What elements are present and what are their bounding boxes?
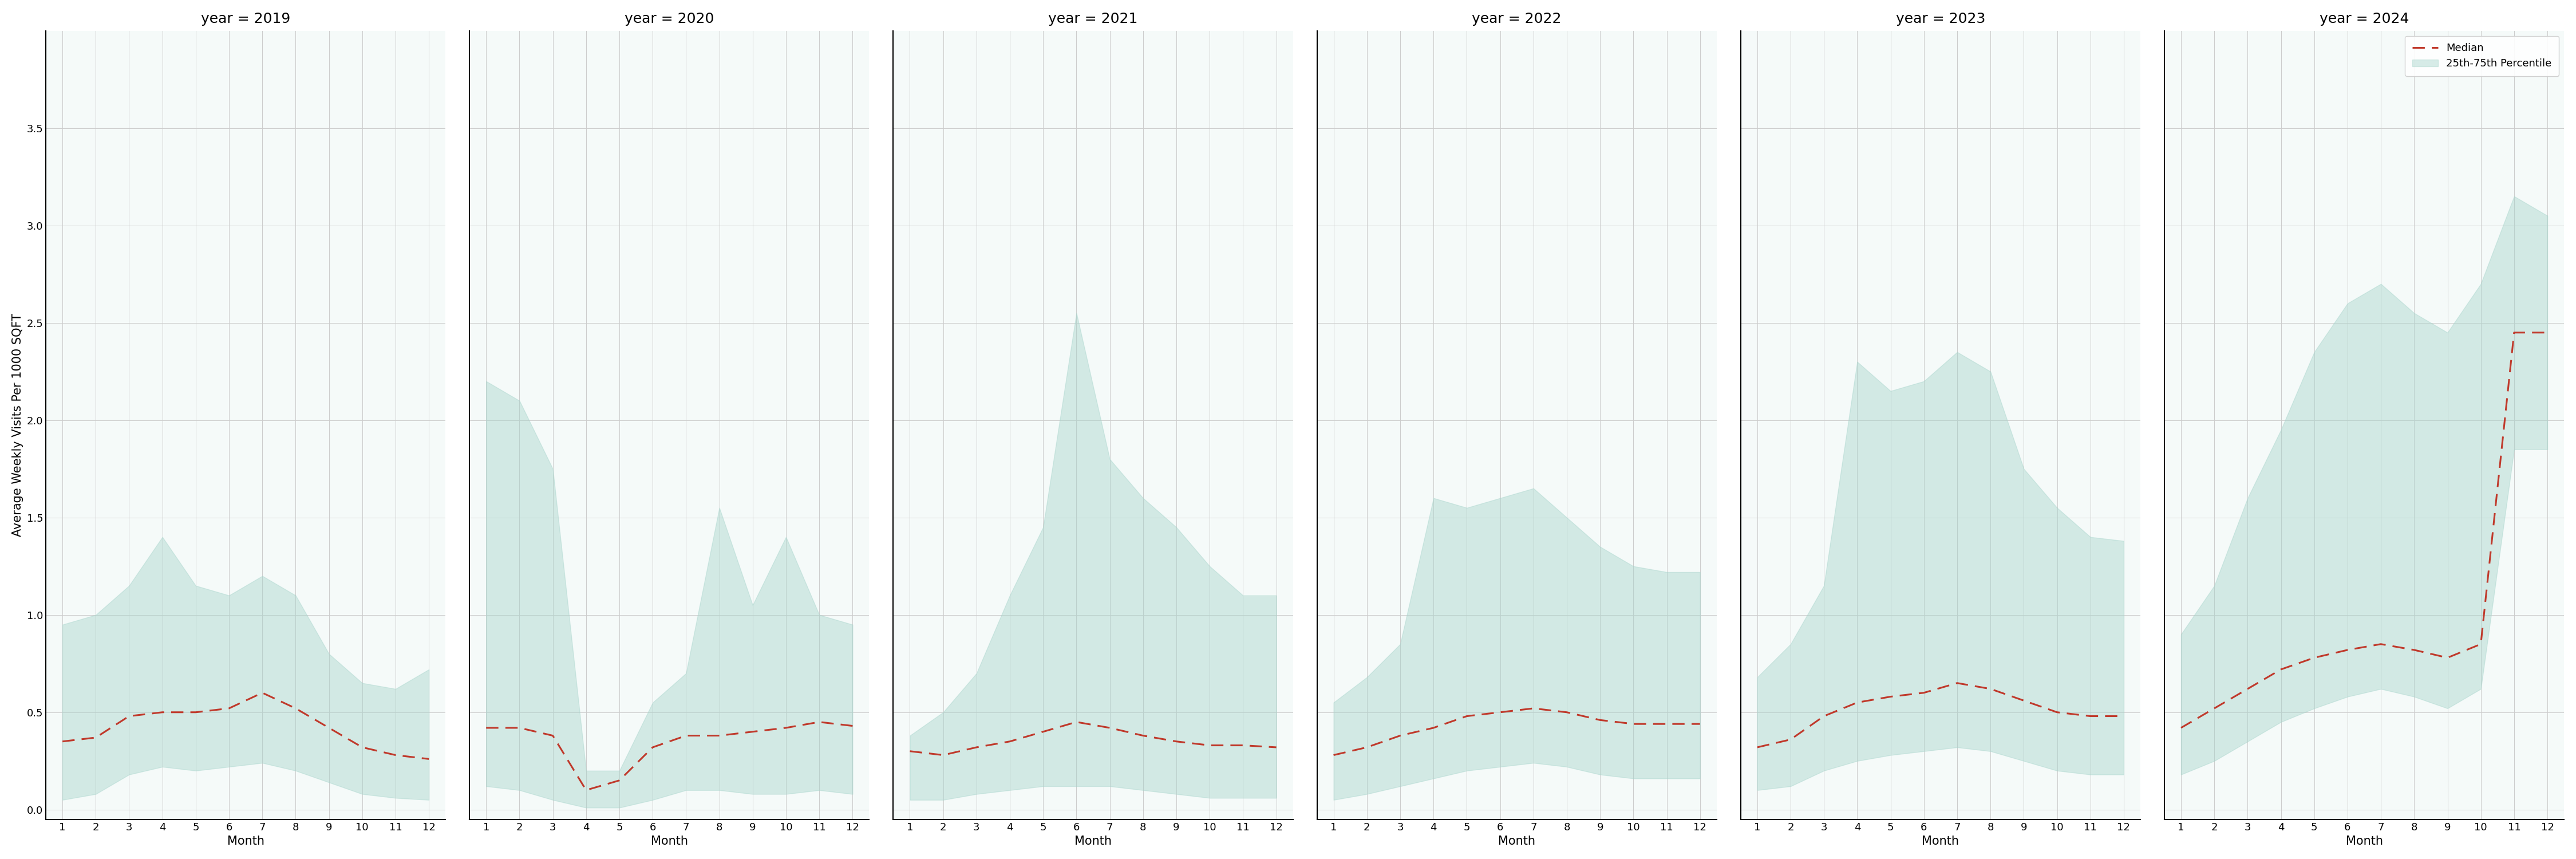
X-axis label: Month: Month [652, 836, 688, 847]
Title: year = 2024: year = 2024 [2318, 12, 2409, 26]
X-axis label: Month: Month [1922, 836, 1960, 847]
Title: year = 2021: year = 2021 [1048, 12, 1139, 26]
Title: year = 2019: year = 2019 [201, 12, 291, 26]
X-axis label: Month: Month [1074, 836, 1113, 847]
X-axis label: Month: Month [2347, 836, 2383, 847]
Legend: Median, 25th-75th Percentile: Median, 25th-75th Percentile [2406, 36, 2558, 76]
Title: year = 2022: year = 2022 [1471, 12, 1561, 26]
Y-axis label: Average Weekly Visits Per 1000 SQFT: Average Weekly Visits Per 1000 SQFT [13, 314, 23, 537]
X-axis label: Month: Month [227, 836, 265, 847]
Title: year = 2023: year = 2023 [1896, 12, 1986, 26]
X-axis label: Month: Month [1499, 836, 1535, 847]
Title: year = 2020: year = 2020 [623, 12, 714, 26]
